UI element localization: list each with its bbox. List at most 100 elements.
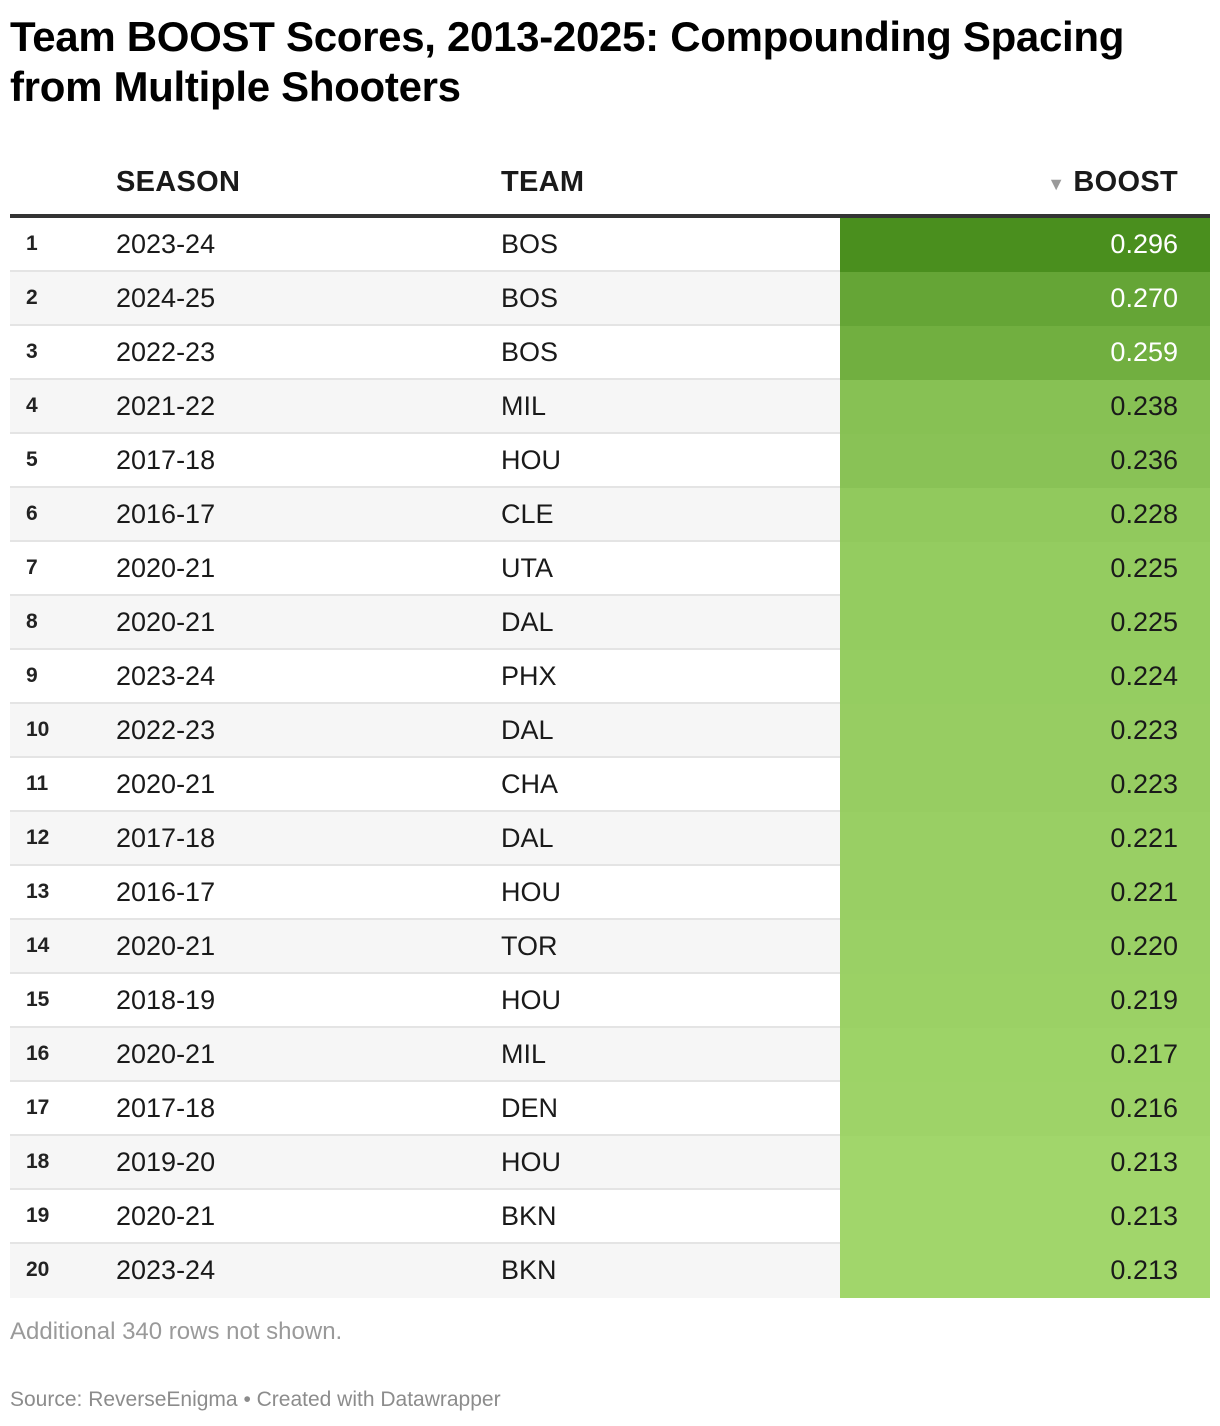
table-header: SEASON TEAM ▼ BOOST bbox=[10, 152, 1210, 218]
boost-cell: 0.213 bbox=[840, 1136, 1210, 1190]
rank-cell: 3 bbox=[26, 340, 38, 363]
table-row: 13 2016-17 HOU 0.221 bbox=[10, 866, 1210, 920]
rank-cell: 2 bbox=[26, 286, 38, 309]
season-cell: 2024-25 bbox=[116, 283, 216, 313]
season-cell: 2019-20 bbox=[116, 1147, 216, 1177]
season-cell: 2023-24 bbox=[116, 229, 216, 259]
team-cell: MIL bbox=[501, 391, 547, 421]
column-header-team[interactable]: TEAM bbox=[501, 166, 585, 198]
boost-cell: 0.236 bbox=[840, 434, 1210, 488]
table-row: 1 2023-24 BOS 0.296 bbox=[10, 218, 1210, 272]
rank-cell: 6 bbox=[26, 502, 38, 525]
boost-cell: 0.259 bbox=[840, 326, 1210, 380]
team-cell: HOU bbox=[501, 1147, 561, 1177]
team-cell: DAL bbox=[501, 715, 554, 745]
season-cell: 2020-21 bbox=[116, 553, 216, 583]
season-cell: 2016-17 bbox=[116, 877, 216, 907]
boost-cell: 0.296 bbox=[840, 218, 1210, 272]
rank-cell: 17 bbox=[26, 1096, 50, 1119]
team-cell: DAL bbox=[501, 607, 554, 637]
rank-cell: 8 bbox=[26, 610, 38, 633]
boost-cell: 0.220 bbox=[840, 920, 1210, 974]
boost-cell: 0.219 bbox=[840, 974, 1210, 1028]
boost-cell: 0.238 bbox=[840, 380, 1210, 434]
table-row: 2 2024-25 BOS 0.270 bbox=[10, 272, 1210, 326]
boost-cell: 0.216 bbox=[840, 1082, 1210, 1136]
season-cell: 2017-18 bbox=[116, 1093, 216, 1123]
column-header-season[interactable]: SEASON bbox=[116, 166, 241, 198]
column-header-boost-label: BOOST bbox=[1073, 166, 1178, 198]
rank-cell: 15 bbox=[26, 988, 50, 1011]
rank-cell: 20 bbox=[26, 1258, 50, 1281]
team-cell: UTA bbox=[501, 553, 553, 583]
season-cell: 2023-24 bbox=[116, 1255, 216, 1285]
team-cell: DAL bbox=[501, 823, 554, 853]
table-row: 19 2020-21 BKN 0.213 bbox=[10, 1190, 1210, 1244]
team-cell: PHX bbox=[501, 661, 557, 691]
rank-cell: 11 bbox=[26, 772, 49, 795]
season-cell: 2023-24 bbox=[116, 661, 216, 691]
table-row: 20 2023-24 BKN 0.213 bbox=[10, 1244, 1210, 1298]
table-row: 17 2017-18 DEN 0.216 bbox=[10, 1082, 1210, 1136]
season-cell: 2017-18 bbox=[116, 445, 216, 475]
rank-cell: 12 bbox=[26, 826, 50, 849]
table-row: 3 2022-23 BOS 0.259 bbox=[10, 326, 1210, 380]
rank-cell: 4 bbox=[26, 394, 38, 417]
table-row: 9 2023-24 PHX 0.224 bbox=[10, 650, 1210, 704]
team-cell: TOR bbox=[501, 931, 558, 961]
table-row: 8 2020-21 DAL 0.225 bbox=[10, 596, 1210, 650]
rank-cell: 13 bbox=[26, 880, 50, 903]
chart-title: Team BOOST Scores, 2013-2025: Compoundin… bbox=[10, 13, 1125, 110]
season-cell: 2017-18 bbox=[116, 823, 216, 853]
boost-cell: 0.223 bbox=[840, 758, 1210, 812]
rank-cell: 9 bbox=[26, 664, 38, 687]
boost-cell: 0.213 bbox=[840, 1190, 1210, 1244]
rank-cell: 10 bbox=[26, 718, 50, 741]
team-cell: BOS bbox=[501, 337, 559, 367]
data-table: SEASON TEAM ▼ BOOST 1 2023-24 BOS 0.296 2 202… bbox=[10, 152, 1210, 1298]
team-cell: CHA bbox=[501, 769, 559, 799]
column-header-boost[interactable]: ▼ BOOST bbox=[1047, 166, 1178, 199]
rank-cell: 7 bbox=[26, 556, 38, 579]
season-cell: 2020-21 bbox=[116, 931, 216, 961]
season-cell: 2020-21 bbox=[116, 607, 216, 637]
team-cell: HOU bbox=[501, 985, 561, 1015]
season-cell: 2022-23 bbox=[116, 715, 216, 745]
table-row: 7 2020-21 UTA 0.225 bbox=[10, 542, 1210, 596]
boost-cell: 0.270 bbox=[840, 272, 1210, 326]
table-row: 4 2021-22 MIL 0.238 bbox=[10, 380, 1210, 434]
rank-cell: 19 bbox=[26, 1204, 50, 1227]
table-body: 1 2023-24 BOS 0.296 2 2024-25 BOS 0.270 3 2022-23… bbox=[10, 218, 1210, 1298]
team-cell: CLE bbox=[501, 499, 554, 529]
boost-cell: 0.223 bbox=[840, 704, 1210, 758]
season-cell: 2016-17 bbox=[116, 499, 216, 529]
boost-cell: 0.221 bbox=[840, 812, 1210, 866]
team-cell: BOS bbox=[501, 229, 559, 259]
table-row: 18 2019-20 HOU 0.213 bbox=[10, 1136, 1210, 1190]
team-cell: DEN bbox=[501, 1093, 559, 1123]
table-row: 12 2017-18 DAL 0.221 bbox=[10, 812, 1210, 866]
boost-cell: 0.228 bbox=[840, 488, 1210, 542]
rank-cell: 16 bbox=[26, 1042, 50, 1065]
team-cell: BOS bbox=[501, 283, 559, 313]
rank-cell: 1 bbox=[26, 232, 38, 255]
season-cell: 2020-21 bbox=[116, 769, 216, 799]
table-row: 6 2016-17 CLE 0.228 bbox=[10, 488, 1210, 542]
rank-cell: 18 bbox=[26, 1150, 50, 1173]
rank-cell: 5 bbox=[26, 448, 38, 471]
source-footer: Source: ReverseEnigma • Created with Dat… bbox=[10, 1388, 501, 1411]
team-cell: HOU bbox=[501, 877, 561, 907]
rank-cell: 14 bbox=[26, 934, 50, 957]
boost-cell: 0.225 bbox=[840, 596, 1210, 650]
team-cell: HOU bbox=[501, 445, 561, 475]
table-row: 15 2018-19 HOU 0.219 bbox=[10, 974, 1210, 1028]
table-notes: Additional 340 rows not shown. bbox=[10, 1318, 343, 1345]
team-cell: BKN bbox=[501, 1255, 557, 1285]
boost-cell: 0.224 bbox=[840, 650, 1210, 704]
season-cell: 2020-21 bbox=[116, 1201, 216, 1231]
sort-descending-icon: ▼ bbox=[1047, 174, 1066, 194]
table-row: 16 2020-21 MIL 0.217 bbox=[10, 1028, 1210, 1082]
table-row: 10 2022-23 DAL 0.223 bbox=[10, 704, 1210, 758]
boost-cell: 0.221 bbox=[840, 866, 1210, 920]
table-row: 11 2020-21 CHA 0.223 bbox=[10, 758, 1210, 812]
